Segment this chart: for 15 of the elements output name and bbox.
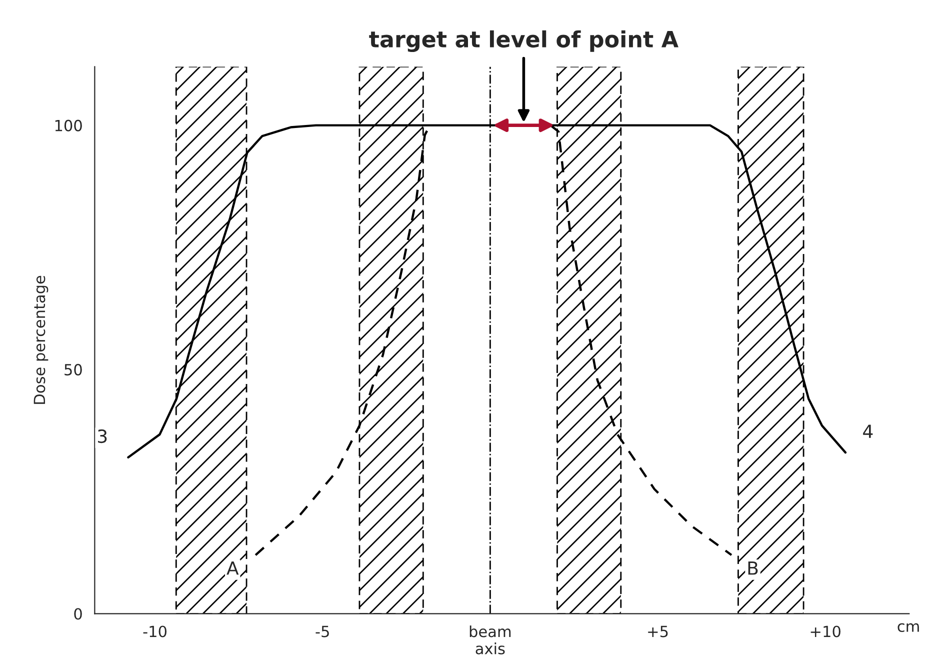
x-tick-label: beam axis xyxy=(470,625,511,654)
y-tick-label: 0 xyxy=(74,608,82,620)
annotation: A xyxy=(226,562,239,575)
annotation: 4 xyxy=(863,424,873,438)
x-tick-label: -10 xyxy=(143,626,166,638)
annotation: 3 xyxy=(98,429,107,444)
annotation: B xyxy=(748,562,758,575)
x-tick-label: -5 xyxy=(316,626,329,638)
x-axis-title: cm xyxy=(898,623,919,632)
x-tick-label: +5 xyxy=(648,626,668,638)
x-tick-label: +10 xyxy=(810,626,840,638)
y-tick-label: 100 xyxy=(55,120,82,132)
text: target at level of point A xyxy=(369,30,678,52)
y-axis-title: Dose percentage xyxy=(34,276,48,404)
y-tick-label: 50 xyxy=(64,364,82,376)
